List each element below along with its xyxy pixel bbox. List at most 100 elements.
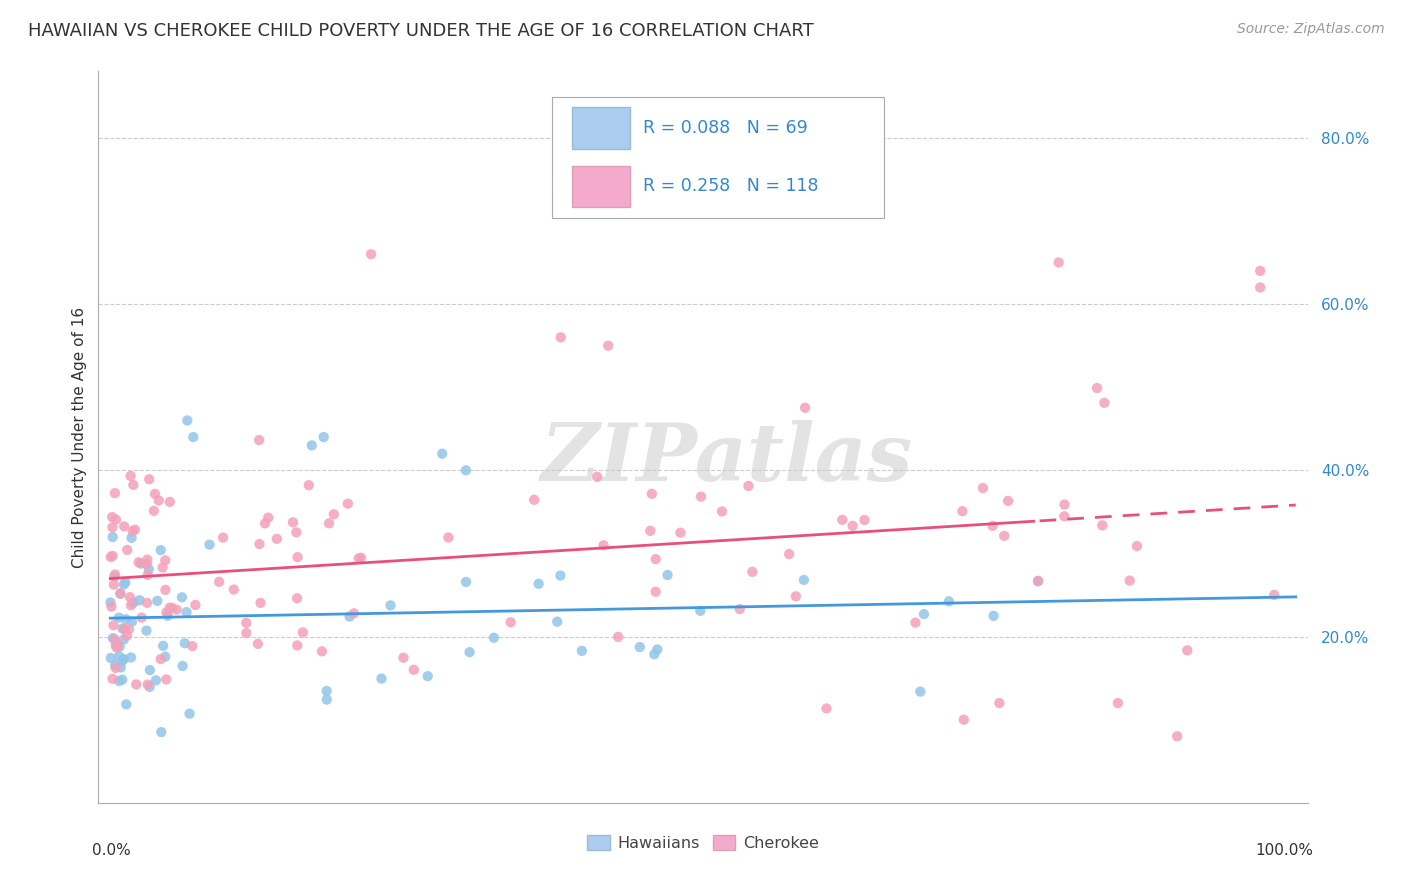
Point [104,661,127,675]
Point [432,447,454,461]
Point [499,615,522,630]
Point [111,622,134,636]
Point [160,600,183,615]
Point [111,673,134,687]
Point [1249,264,1271,278]
Point [121,524,143,538]
Point [628,640,651,654]
Point [315,684,337,698]
FancyBboxPatch shape [572,107,630,149]
Point [149,652,172,666]
Point [380,599,402,613]
Point [247,433,270,447]
Text: R = 0.088   N = 69: R = 0.088 N = 69 [643,120,807,137]
Point [253,516,276,531]
Point [184,598,207,612]
Point [125,677,148,691]
Point [571,644,593,658]
Point [121,531,143,545]
Point [343,607,366,621]
Point [155,553,177,567]
Point [103,577,125,591]
Point [108,649,131,664]
Point [212,531,235,545]
Point [1175,643,1198,657]
Point [689,604,711,618]
Point [104,567,127,582]
Point [101,672,124,686]
Point [122,478,145,492]
Point [312,430,335,444]
Point [1126,539,1149,553]
Point [287,550,309,565]
Point [155,649,177,664]
Point [176,605,198,619]
Point [124,523,146,537]
Point [112,652,135,666]
Point [1085,381,1108,395]
Point [437,531,460,545]
Point [115,629,138,643]
Point [118,623,141,637]
Point [598,338,620,352]
Point [669,525,692,540]
Point [100,599,122,614]
Point [101,631,124,645]
Point [1107,696,1129,710]
Point [104,632,127,647]
Point [103,569,125,583]
Point [993,529,1015,543]
Point [120,469,142,483]
Point [159,600,181,615]
Point [1092,396,1115,410]
Point [235,615,257,630]
Text: 100.0%: 100.0% [1256,843,1313,858]
Point [370,672,392,686]
Point [482,631,505,645]
Point [550,330,572,344]
Point [298,478,321,492]
Point [402,663,425,677]
Point [110,587,132,601]
Point [115,612,138,626]
Point [159,495,181,509]
Point [101,520,124,534]
Point [104,512,127,526]
Point [249,596,271,610]
Point [285,639,308,653]
Point [938,594,960,608]
Point [647,642,669,657]
Point [136,552,159,566]
Point [149,543,172,558]
Point [1026,574,1049,588]
Point [139,663,162,677]
Point [101,510,124,524]
Point [350,550,373,565]
Point [285,591,308,606]
Point [152,639,174,653]
Point [131,610,153,624]
Point [176,413,198,427]
Point [315,692,337,706]
Point [148,493,170,508]
Point [336,497,359,511]
Point [853,513,876,527]
Point [1047,255,1070,269]
Point [249,537,271,551]
Y-axis label: Child Poverty Under the Age of 16: Child Poverty Under the Age of 16 [72,307,87,567]
Point [710,504,733,518]
Point [523,492,546,507]
Point [347,551,370,566]
Point [644,584,666,599]
Point [831,513,853,527]
Point [104,639,127,653]
Point [100,549,122,564]
Point [114,575,136,590]
Point [1053,509,1076,524]
Point [266,532,288,546]
Point [785,590,807,604]
Point [112,632,135,647]
Point [458,645,481,659]
Point [108,610,131,624]
Point [179,706,201,721]
